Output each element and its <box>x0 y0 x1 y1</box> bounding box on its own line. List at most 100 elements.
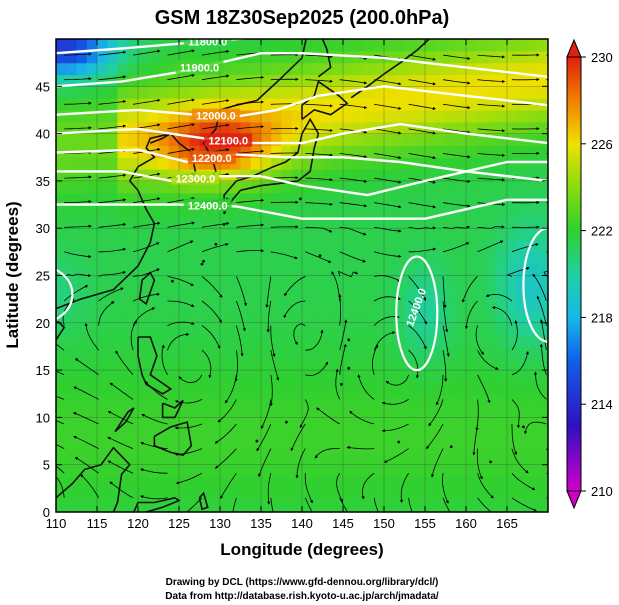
heat-cell <box>486 476 498 489</box>
streamline-arrow <box>477 374 491 404</box>
streamline-arrow <box>201 99 230 105</box>
x-axis: 110 115 120 125 130 135 140 145 150 155 160 165 <box>46 39 518 531</box>
heat-cell <box>343 500 354 512</box>
heat-cell <box>271 74 283 87</box>
heat-cell <box>76 299 88 312</box>
heat-cell <box>322 157 334 170</box>
streamline-arrow <box>428 399 444 427</box>
x-tick-label: 140 <box>291 516 313 531</box>
streamline-arrow <box>374 226 402 233</box>
heat-cell <box>158 251 170 265</box>
streamline-arrow <box>270 350 280 381</box>
heat-cell <box>199 98 211 111</box>
streamline-arrow <box>408 497 413 512</box>
heat-cell <box>127 275 139 288</box>
heat-cell <box>527 310 539 324</box>
heat-cell <box>384 488 395 501</box>
heat-cell <box>66 192 78 206</box>
heat-cell <box>384 299 395 312</box>
heat-cell <box>209 240 221 253</box>
heat-cell <box>527 393 539 407</box>
streamline-arrow <box>236 100 265 105</box>
heat-cell <box>56 381 67 395</box>
heat-cell <box>476 441 488 454</box>
heat-cell <box>179 405 190 418</box>
heat-cell <box>312 39 324 52</box>
heat-cell <box>507 299 518 312</box>
heat-cell <box>435 204 447 217</box>
heat-cell <box>312 393 324 407</box>
heat-cell <box>486 287 498 300</box>
heat-cell <box>281 417 293 430</box>
heat-cell <box>240 452 252 466</box>
heat-cell <box>86 180 98 194</box>
heat-cell <box>107 381 119 395</box>
heat-cell <box>496 393 508 407</box>
contour-line <box>56 85 548 118</box>
heat-cell <box>507 287 518 300</box>
height-contours: 11800.011900.012000.012100.012200.012300… <box>56 39 548 372</box>
heat-cell <box>199 240 211 253</box>
streamline-arrow <box>109 481 134 499</box>
streamline-arrow <box>290 423 306 452</box>
streamline-arrow <box>130 320 137 351</box>
x-tick-label: 120 <box>127 516 149 531</box>
heat-cell <box>220 240 231 253</box>
heat-cell <box>507 121 518 135</box>
streamline-arrow <box>511 472 536 491</box>
heat-cell <box>66 393 78 407</box>
heat-cell <box>404 133 416 147</box>
heat-cell <box>486 216 498 229</box>
y-tick-label: 20 <box>36 316 50 331</box>
heat-cell <box>466 216 477 229</box>
heat-cell <box>476 39 488 52</box>
heat-cell <box>179 240 190 253</box>
heat-cell <box>220 370 231 383</box>
heat-cell <box>414 204 426 217</box>
heat-cell <box>138 109 149 123</box>
heat-cell <box>230 346 242 359</box>
heat-cell <box>394 381 406 395</box>
heat-cell <box>373 157 385 170</box>
heat-cell <box>148 121 160 135</box>
coastline-segment <box>198 491 209 511</box>
heat-cell <box>240 228 252 241</box>
heat-cell <box>414 228 426 241</box>
heat-cell <box>496 216 508 229</box>
heat-cell <box>414 346 426 359</box>
heat-cell <box>312 204 324 217</box>
heat-cell <box>435 346 447 359</box>
heat-cell <box>168 429 180 442</box>
heat-cell <box>353 381 365 395</box>
heat-cell <box>220 74 231 87</box>
heat-cell <box>384 417 395 430</box>
heat-cell <box>445 429 457 442</box>
streamline-arrow <box>511 243 539 253</box>
heat-cell <box>527 441 539 454</box>
heat-cell <box>476 50 488 64</box>
heat-cell <box>271 263 283 277</box>
heat-cell <box>332 275 344 288</box>
streamline-arrow <box>270 225 299 229</box>
heat-cell <box>86 263 98 277</box>
heat-cell <box>363 98 375 111</box>
streamline-arrow <box>533 371 547 400</box>
heat-cell <box>343 133 354 147</box>
heat-cell <box>189 322 201 336</box>
heat-cell <box>271 62 283 76</box>
heat-cell <box>148 169 160 182</box>
contour-label-bg <box>187 151 236 165</box>
heat-cell <box>148 240 160 253</box>
streamline-arrow <box>265 276 272 308</box>
heat-cell <box>384 228 395 241</box>
heat-cell <box>394 98 406 111</box>
heat-cell <box>517 180 529 194</box>
heat-cell <box>496 405 508 418</box>
streamline-arrow <box>374 128 402 135</box>
heat-cell <box>230 429 242 442</box>
streamline-arrow <box>133 197 161 204</box>
heat-cell <box>466 310 477 324</box>
heat-cell <box>496 299 508 312</box>
island-marker <box>318 254 322 258</box>
heat-cell <box>261 488 272 501</box>
